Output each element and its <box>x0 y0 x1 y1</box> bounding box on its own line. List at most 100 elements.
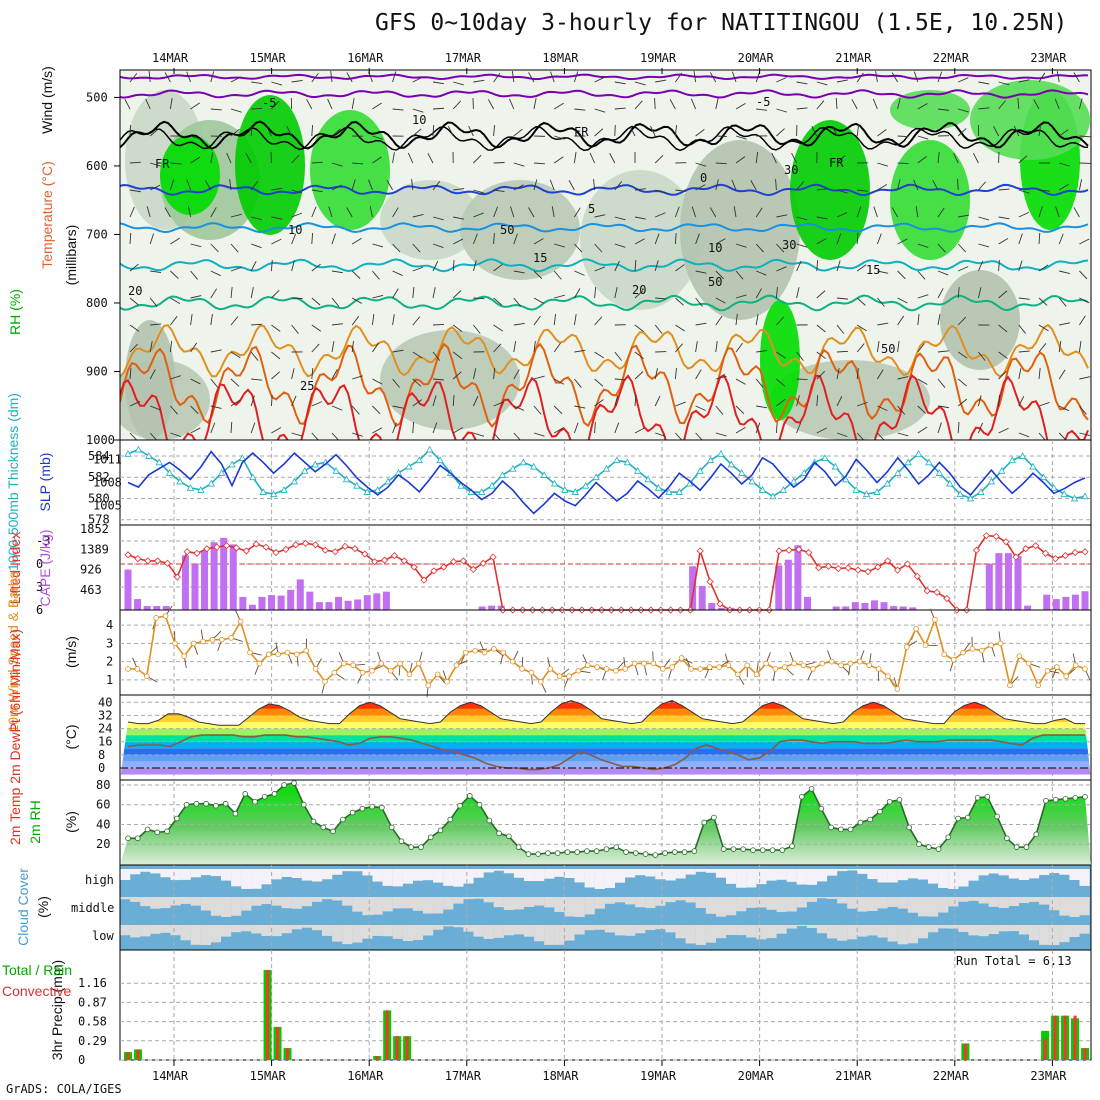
rh-area <box>890 90 970 130</box>
thickness-line-marker <box>561 486 569 493</box>
run-total-label: Run Total = 6.13 <box>956 954 1072 968</box>
wind-barb <box>190 378 201 385</box>
cape-bar <box>985 564 993 610</box>
wind-barb <box>816 427 827 434</box>
thickness-line-marker <box>1050 483 1058 491</box>
thickness-line-marker <box>301 466 309 474</box>
wind-barb <box>1017 98 1020 110</box>
cape-tick-label: 463 <box>80 583 102 597</box>
wind-barb <box>452 238 464 245</box>
date-label-bottom: 21MAR <box>835 1069 872 1083</box>
rh2m-line-marker <box>134 835 141 842</box>
lifted-index-line-marker <box>1012 553 1020 561</box>
wind-barb <box>553 314 557 326</box>
cape-bar <box>296 579 304 610</box>
cloud-gap <box>261 869 272 885</box>
cloud-gap <box>1059 869 1070 875</box>
cloud-gap <box>150 869 161 874</box>
wind-barb <box>291 368 295 380</box>
wind-barb <box>831 125 838 137</box>
wind-barb <box>594 266 605 272</box>
precip-conv-bar <box>276 1026 280 1060</box>
wind10-speed-line-marker <box>1054 664 1060 670</box>
wind-barb <box>311 232 314 245</box>
wind-barb <box>392 288 399 299</box>
wind10-speed-line-marker <box>781 664 788 670</box>
cloud-gap <box>604 925 615 933</box>
rh2m-line-marker <box>183 801 190 808</box>
cloud-gap <box>614 925 626 936</box>
cloud-gap <box>503 869 514 874</box>
date-label-top: 19MAR <box>640 51 677 65</box>
cloud-gap <box>332 869 343 875</box>
cloud-gap <box>665 925 676 933</box>
wind-barb <box>472 395 479 407</box>
rh2m-line-marker <box>466 793 473 799</box>
cape-tick-label: 1852 <box>80 522 109 536</box>
cape-bar <box>220 537 228 610</box>
wind-barb <box>856 232 859 245</box>
temp-tick-label: 0 <box>98 761 105 775</box>
wind-barb <box>427 153 434 164</box>
wind-barb <box>634 371 644 380</box>
wind-barb <box>796 422 802 434</box>
cloud-gap <box>928 925 939 933</box>
cloud-gap <box>635 925 646 934</box>
wind10-speed-line-marker <box>866 662 873 669</box>
cloud-gap <box>776 897 787 913</box>
cloud-gap <box>412 897 424 911</box>
wind10-speed-line-marker <box>181 653 188 659</box>
wind-barb <box>487 99 494 110</box>
lifted-index-line-marker <box>775 547 783 555</box>
cloud-gap <box>786 897 797 912</box>
wind-barb <box>452 351 463 360</box>
cloud-gap <box>655 869 666 880</box>
rh2m-line-marker <box>779 847 786 853</box>
wind10-speed-line-marker <box>735 671 741 678</box>
wind-barb <box>715 238 726 245</box>
wind-barb <box>634 216 646 220</box>
rh2m-line-marker <box>701 819 707 826</box>
thickness-line-marker <box>1029 462 1037 470</box>
cloud-gap <box>362 925 373 939</box>
rh2m-line-marker <box>769 847 776 853</box>
date-label-top: 23MAR <box>1030 51 1067 65</box>
wind-barb <box>271 289 280 299</box>
wind-barb <box>129 73 138 83</box>
cloud-gap <box>332 897 343 901</box>
cloud-gap <box>160 897 171 909</box>
wind-barb <box>553 427 564 434</box>
rh2m-line-marker <box>691 848 698 854</box>
cloud-gap <box>857 897 868 912</box>
pressure-tick-label: 1000 <box>86 433 115 447</box>
wind-barb <box>695 369 702 380</box>
cloud-gap <box>554 869 565 877</box>
wind-barb <box>528 207 535 218</box>
wind-barb <box>1056 71 1060 83</box>
wind10-speed-line-marker <box>706 664 713 670</box>
cloud-gap <box>412 869 424 881</box>
thickness-line-marker <box>1060 490 1068 498</box>
thickness-line-marker <box>800 469 808 476</box>
lifted-index-line-marker <box>893 566 902 574</box>
wind-barb <box>735 156 746 164</box>
wind-barb <box>210 405 222 409</box>
wind-barb <box>186 179 192 191</box>
wind-barb <box>897 135 909 138</box>
wind10-speed-line-marker <box>472 647 478 654</box>
wind10-speed-line-marker <box>894 686 901 692</box>
rh2m-line-marker <box>506 833 512 840</box>
wind-barb <box>473 79 485 83</box>
wind10-speed-line-marker <box>772 666 779 672</box>
wind-barb <box>1055 206 1060 218</box>
temp-band <box>120 768 1091 775</box>
cloud-gap <box>392 897 403 909</box>
wind10-speed-line-marker <box>369 667 375 674</box>
cloud-gap <box>554 925 565 945</box>
precip-tick-label: 0.58 <box>78 1015 107 1029</box>
wind-barb <box>594 76 605 83</box>
thickness-line-marker <box>1039 473 1048 481</box>
wind-barb <box>291 297 303 299</box>
lifted-index-line-marker <box>696 547 704 555</box>
wind-barb <box>654 368 658 380</box>
